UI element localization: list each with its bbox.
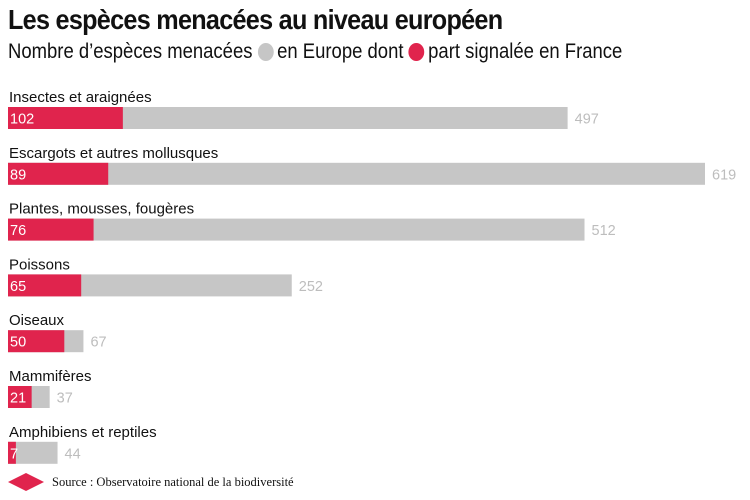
value-label-europe: 497 bbox=[575, 112, 599, 128]
bar-france bbox=[8, 107, 123, 129]
source-note: Source : Observatoire national de la bio… bbox=[8, 473, 294, 491]
category-label: Poissons bbox=[9, 256, 70, 273]
value-label-france: 21 bbox=[10, 391, 26, 407]
chart-subtitle: Nombre d’espèces menacées en Europe dont… bbox=[8, 38, 622, 66]
source-text: Source : Observatoire national de la bio… bbox=[52, 474, 294, 489]
value-label-france: 50 bbox=[10, 335, 26, 351]
value-label-europe: 619 bbox=[712, 167, 736, 183]
bar-france bbox=[8, 386, 32, 408]
bar-france bbox=[8, 274, 82, 297]
value-label-france: 65 bbox=[10, 279, 26, 295]
value-label-europe: 252 bbox=[299, 279, 323, 295]
bar-europe bbox=[8, 107, 568, 129]
diamond-icon bbox=[8, 473, 44, 491]
value-label-france: 7 bbox=[10, 446, 18, 462]
value-label-europe: 512 bbox=[592, 223, 616, 239]
bar-france bbox=[8, 330, 65, 353]
category-label: Oiseaux bbox=[9, 312, 65, 329]
category-label: Escargots et autres mollusques bbox=[9, 145, 218, 162]
value-label-europe: 67 bbox=[90, 335, 106, 351]
value-label-france: 102 bbox=[10, 112, 34, 128]
legend-france-label: part signalée en France bbox=[428, 40, 623, 63]
bar-france bbox=[8, 218, 94, 241]
value-label-france: 76 bbox=[10, 223, 26, 239]
legend-france-dot bbox=[408, 43, 425, 61]
bar-europe bbox=[8, 441, 58, 464]
bar-europe bbox=[8, 218, 585, 241]
value-label-france: 89 bbox=[10, 167, 26, 183]
category-label: Plantes, mousses, fougères bbox=[9, 201, 194, 218]
bar-europe bbox=[8, 162, 705, 185]
category-label: Mammifères bbox=[9, 368, 92, 385]
bar-france bbox=[8, 162, 109, 185]
legend-europe-dot bbox=[257, 43, 274, 61]
subtitle-lead: Nombre d’espèces menacées bbox=[8, 40, 253, 63]
chart-title: Les espèces menacées au niveau européen bbox=[8, 4, 503, 35]
category-label: Insectes et araignées bbox=[9, 89, 152, 106]
bar-france bbox=[8, 441, 16, 464]
legend-europe-label: en Europe dont bbox=[277, 40, 404, 63]
value-label-europe: 37 bbox=[57, 391, 73, 407]
value-label-europe: 44 bbox=[65, 446, 81, 462]
category-label: Amphibiens et reptiles bbox=[9, 424, 157, 441]
